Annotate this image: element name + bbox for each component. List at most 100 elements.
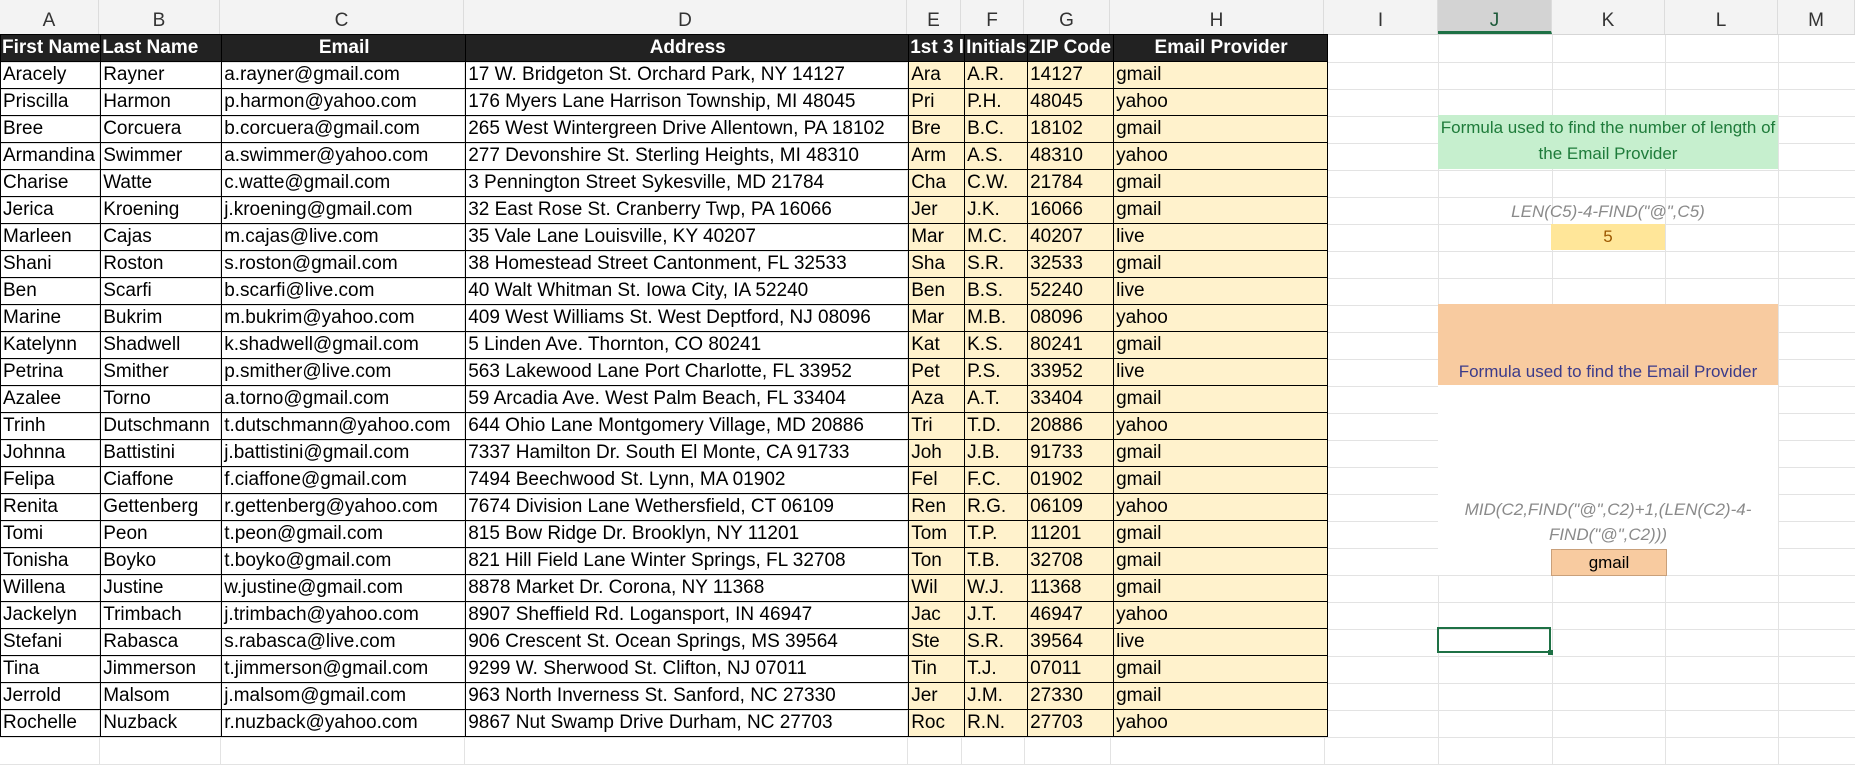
cell-last-name[interactable]: Swimmer (100, 142, 223, 170)
cell-email[interactable]: s.roston@gmail.com (221, 250, 467, 278)
cell-last-name[interactable]: Trimbach (100, 601, 223, 629)
cell-address[interactable]: 8878 Market Dr. Corona, NY 11368 (465, 574, 910, 602)
active-cell-selection[interactable] (1437, 627, 1553, 655)
cell-first-name[interactable]: Azalee (0, 385, 102, 413)
cell-email[interactable]: r.gettenberg@yahoo.com (221, 493, 467, 521)
column-header-m[interactable]: M (1778, 0, 1855, 34)
cell-zip-code[interactable]: 33952 (1027, 358, 1115, 386)
cell-first-name[interactable]: Renita (0, 493, 102, 521)
cell-email[interactable]: a.swimmer@yahoo.com (221, 142, 467, 170)
cell-zip-code[interactable]: 39564 (1027, 628, 1115, 656)
cell-email-provider[interactable]: gmail (1113, 520, 1329, 548)
cell-email[interactable]: t.peon@gmail.com (221, 520, 467, 548)
cell-email[interactable]: k.shadwell@gmail.com (221, 331, 467, 359)
cell-email-provider[interactable]: yahoo (1113, 412, 1329, 440)
cell-email-provider[interactable]: gmail (1113, 655, 1329, 683)
cell-email-provider[interactable]: gmail (1113, 466, 1329, 494)
cell-first-three[interactable]: Tri (908, 412, 966, 440)
cell-first-three[interactable]: Bre (908, 115, 966, 143)
header-email[interactable]: Email (221, 34, 467, 62)
cell-email[interactable]: w.justine@gmail.com (221, 574, 467, 602)
cell-first-name[interactable]: Tina (0, 655, 102, 683)
cell-first-name[interactable]: Tomi (0, 520, 102, 548)
cell-zip-code[interactable]: 32708 (1027, 547, 1115, 575)
length-formula-note[interactable]: Formula used to find the number of lengt… (1438, 115, 1778, 169)
cell-last-name[interactable]: Malsom (100, 682, 223, 710)
cell-email-provider[interactable]: live (1113, 628, 1329, 656)
cell-address[interactable]: 277 Devonshire St. Sterling Heights, MI … (465, 142, 910, 170)
cell-initials[interactable]: A.T. (964, 385, 1029, 413)
column-header-k[interactable]: K (1552, 0, 1665, 34)
cell-first-name[interactable]: Jackelyn (0, 601, 102, 629)
cell-email-provider[interactable]: yahoo (1113, 709, 1329, 737)
cell-first-three[interactable]: Pet (908, 358, 966, 386)
cell-email-provider[interactable]: yahoo (1113, 493, 1329, 521)
cell-initials[interactable]: M.B. (964, 304, 1029, 332)
cell-address[interactable]: 409 West Williams St. West Deptford, NJ … (465, 304, 910, 332)
cell-first-name[interactable]: Bree (0, 115, 102, 143)
column-header-c[interactable]: C (220, 0, 464, 34)
cell-initials[interactable]: T.J. (964, 655, 1029, 683)
cell-email-provider[interactable]: gmail (1113, 61, 1329, 89)
cell-address[interactable]: 821 Hill Field Lane Winter Springs, FL 3… (465, 547, 910, 575)
cell-first-name[interactable]: Tonisha (0, 547, 102, 575)
cell-email[interactable]: s.rabasca@live.com (221, 628, 467, 656)
cell-zip-code[interactable]: 27330 (1027, 682, 1115, 710)
cell-zip-code[interactable]: 07011 (1027, 655, 1115, 683)
cell-email[interactable]: j.kroening@gmail.com (221, 196, 467, 224)
cell-email[interactable]: a.torno@gmail.com (221, 385, 467, 413)
cell-last-name[interactable]: Rayner (100, 61, 223, 89)
cell-first-three[interactable]: Kat (908, 331, 966, 359)
cell-address[interactable]: 8907 Sheffield Rd. Logansport, IN 46947 (465, 601, 910, 629)
cell-last-name[interactable]: Smither (100, 358, 223, 386)
cell-address[interactable]: 815 Bow Ridge Dr. Brooklyn, NY 11201 (465, 520, 910, 548)
cell-email[interactable]: j.malsom@gmail.com (221, 682, 467, 710)
cell-first-name[interactable]: Shani (0, 250, 102, 278)
cell-zip-code[interactable]: 18102 (1027, 115, 1115, 143)
cell-address[interactable]: 9299 W. Sherwood St. Clifton, NJ 07011 (465, 655, 910, 683)
cell-first-name[interactable]: Jerica (0, 196, 102, 224)
cell-address[interactable]: 35 Vale Lane Louisville, KY 40207 (465, 223, 910, 251)
cell-initials[interactable]: K.S. (964, 331, 1029, 359)
cell-email[interactable]: t.jimmerson@gmail.com (221, 655, 467, 683)
cell-last-name[interactable]: Harmon (100, 88, 223, 116)
cell-first-three[interactable]: Tom (908, 520, 966, 548)
cell-zip-code[interactable]: 91733 (1027, 439, 1115, 467)
cell-first-name[interactable]: Willena (0, 574, 102, 602)
cell-first-three[interactable]: Fel (908, 466, 966, 494)
cell-address[interactable]: 3 Pennington Street Sykesville, MD 21784 (465, 169, 910, 197)
provider-formula-note[interactable]: Formula used to find the Email Provider (1438, 304, 1778, 385)
cell-first-name[interactable]: Felipa (0, 466, 102, 494)
cell-address[interactable]: 9867 Nut Swamp Drive Durham, NC 27703 (465, 709, 910, 737)
cell-last-name[interactable]: Dutschmann (100, 412, 223, 440)
cell-initials[interactable]: F.C. (964, 466, 1029, 494)
header-zip-code[interactable]: ZIP Code (1027, 34, 1115, 62)
cell-email-provider[interactable]: gmail (1113, 547, 1329, 575)
cell-email[interactable]: f.ciaffone@gmail.com (221, 466, 467, 494)
cell-first-three[interactable]: Aza (908, 385, 966, 413)
header-initials[interactable]: Initials (964, 34, 1029, 62)
cell-initials[interactable]: J.M. (964, 682, 1029, 710)
cell-first-name[interactable]: Katelynn (0, 331, 102, 359)
cell-last-name[interactable]: Ciaffone (100, 466, 223, 494)
cell-zip-code[interactable]: 46947 (1027, 601, 1115, 629)
column-header-d[interactable]: D (464, 0, 907, 34)
cell-initials[interactable]: A.S. (964, 142, 1029, 170)
cell-first-three[interactable]: Jer (908, 196, 966, 224)
cell-email-provider[interactable]: gmail (1113, 115, 1329, 143)
cell-zip-code[interactable]: 11201 (1027, 520, 1115, 548)
cell-first-name[interactable]: Trinh (0, 412, 102, 440)
cell-email[interactable]: r.nuzback@yahoo.com (221, 709, 467, 737)
cell-first-three[interactable]: Ste (908, 628, 966, 656)
cell-zip-code[interactable]: 48310 (1027, 142, 1115, 170)
cell-zip-code[interactable]: 21784 (1027, 169, 1115, 197)
cell-address[interactable]: 176 Myers Lane Harrison Township, MI 480… (465, 88, 910, 116)
cell-email-provider[interactable]: live (1113, 358, 1329, 386)
cell-email[interactable]: t.dutschmann@yahoo.com (221, 412, 467, 440)
cell-initials[interactable]: J.K. (964, 196, 1029, 224)
cell-email-provider[interactable]: yahoo (1113, 88, 1329, 116)
cell-initials[interactable]: M.C. (964, 223, 1029, 251)
cell-address[interactable]: 40 Walt Whitman St. Iowa City, IA 52240 (465, 277, 910, 305)
cell-zip-code[interactable]: 48045 (1027, 88, 1115, 116)
provider-result-cell[interactable]: gmail (1551, 549, 1667, 576)
